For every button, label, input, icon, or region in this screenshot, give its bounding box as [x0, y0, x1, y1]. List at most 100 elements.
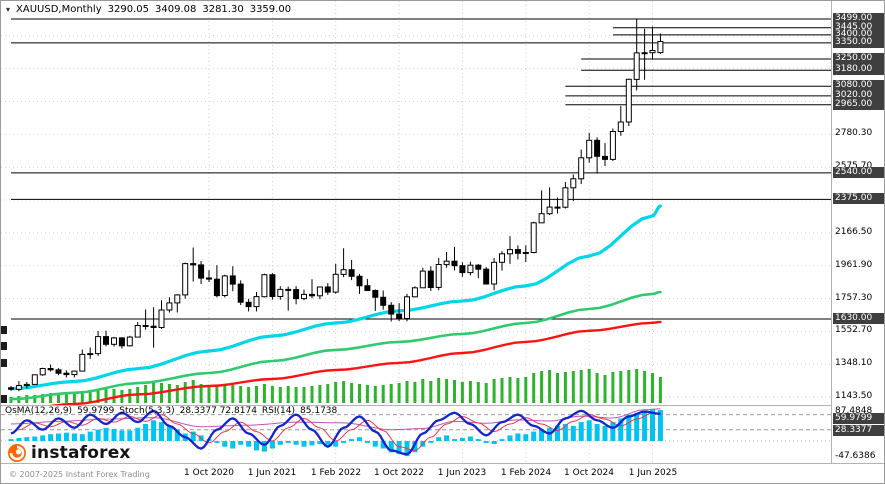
candle-body: [514, 249, 521, 254]
osma-histogram-bar: [24, 437, 30, 441]
osma-histogram-bar: [238, 441, 244, 445]
candle-body: [340, 269, 347, 275]
price-chart-area[interactable]: [1, 1, 831, 405]
volume-bar: [658, 377, 662, 403]
stoch-label: Stoch(5,3,3): [119, 406, 175, 416]
osma-histogram-bar: [135, 427, 141, 441]
time-axis[interactable]: 1 Oct 2020 1 Jun 2021 1 Feb 2022 1 Oct 2022…: [1, 463, 884, 483]
osma-histogram-bar: [507, 435, 513, 442]
osma-histogram-bar: [349, 439, 355, 441]
candle-body: [293, 289, 300, 300]
price-level-label: 3180.00: [833, 64, 884, 75]
osma-histogram-bar: [396, 441, 402, 455]
left-edge-marker: [1, 326, 7, 334]
osma-histogram-bar: [578, 422, 584, 441]
logo-text: instaforex: [31, 443, 131, 463]
oscillator-panel-area[interactable]: [1, 405, 831, 463]
price-axis[interactable]: 3499.00 3445.00 3400.00 3350.00 3250.00 3180.…: [831, 1, 884, 463]
candle-body: [507, 249, 513, 255]
osma-histogram-bar: [174, 429, 180, 441]
ma-fast-cyan: [9, 204, 662, 391]
price-level-label: 2375.00: [833, 193, 884, 204]
volume-bar: [579, 370, 583, 403]
candle-body: [451, 260, 458, 267]
osma-histogram-bar: [246, 441, 252, 447]
volume-bar: [516, 378, 520, 403]
candle-body: [71, 370, 78, 376]
volume-bar: [96, 389, 100, 403]
volume-bar: [540, 371, 544, 403]
osma-histogram-bar: [491, 441, 497, 444]
time-axis-label: 1 Oct 2022: [374, 468, 424, 478]
volume-bar: [532, 373, 536, 403]
volume-bar: [294, 387, 298, 403]
osma-histogram-bar: [586, 420, 592, 442]
osma-histogram-bar: [8, 439, 14, 441]
osma-histogram-bar: [483, 441, 489, 443]
candle-body: [79, 353, 86, 372]
indicator-grid-label: 87.4848: [835, 406, 873, 416]
stoch-values: 28.3377 72.8174: [179, 406, 257, 416]
price-grid-label: 2780.30: [835, 128, 873, 138]
volume-bar: [223, 384, 227, 403]
volume-bar: [231, 385, 235, 403]
volume-bar: [437, 378, 441, 403]
volume-bar: [413, 382, 417, 403]
osma-histogram-bar: [79, 434, 85, 441]
volume-bar: [603, 375, 607, 403]
price-grid-label: 1757.30: [835, 293, 873, 303]
candle-body: [356, 275, 363, 287]
candle-body: [8, 387, 14, 390]
osma-histogram-bar: [531, 431, 537, 441]
osma-histogram-bar: [515, 433, 521, 441]
candle-body: [142, 325, 149, 327]
chart-ohlc-readout: ▾ XAUUSD,Monthly 3290.05 3409.08 3281.30…: [6, 4, 291, 15]
volume-bar: [445, 379, 449, 403]
osma-histogram-bar: [166, 425, 172, 441]
osma-histogram-bar: [16, 438, 22, 441]
volume-bar: [207, 385, 211, 403]
candle-body: [103, 336, 109, 345]
candle-body: [150, 325, 157, 329]
volume-bar: [33, 395, 37, 403]
osma-histogram-bar: [127, 430, 133, 442]
panel-separator[interactable]: [1, 405, 831, 406]
close-value: 3359.00: [249, 4, 292, 15]
volume-bar: [255, 386, 258, 403]
osma-histogram-bar: [436, 437, 442, 441]
volume-bar: [460, 382, 464, 403]
osma-histogram-bar: [570, 425, 576, 441]
volume-bar: [239, 386, 243, 403]
candle-body: [380, 296, 387, 306]
candle-body: [609, 131, 616, 160]
osma-histogram-bar: [499, 439, 505, 441]
osma-histogram-bar: [56, 433, 61, 441]
time-axis-label: 1 Jun 2023: [437, 468, 487, 478]
symbol-timeframe-label: XAUUSD,Monthly: [16, 4, 102, 15]
volume-bar: [389, 384, 393, 403]
candle-body: [221, 275, 228, 296]
volume-bar: [468, 381, 472, 403]
volume-bar: [500, 378, 504, 403]
osma-histogram-bar: [32, 436, 38, 441]
candle-body: [411, 287, 418, 298]
osma-histogram-bar: [40, 435, 46, 442]
volume-bar: [492, 379, 496, 403]
osma-histogram-bar: [254, 441, 259, 451]
volume-bar: [41, 394, 45, 403]
candle-body: [158, 309, 165, 328]
candle-body: [87, 353, 94, 356]
osma-histogram-bar: [650, 408, 655, 441]
osma-value: 59.9799: [77, 406, 115, 416]
candle-body: [491, 261, 498, 285]
osma-histogram-bar: [317, 441, 323, 444]
price-level-label: 3250.00: [833, 53, 884, 64]
volume-bar: [358, 384, 361, 403]
candle-body: [586, 139, 593, 159]
price-grid-label: 1552.70: [835, 325, 873, 335]
candle-body: [554, 206, 561, 209]
candle-body: [332, 273, 339, 293]
candle-body: [134, 325, 141, 338]
volume-bar: [175, 385, 179, 403]
osma-histogram-bar: [539, 429, 545, 441]
